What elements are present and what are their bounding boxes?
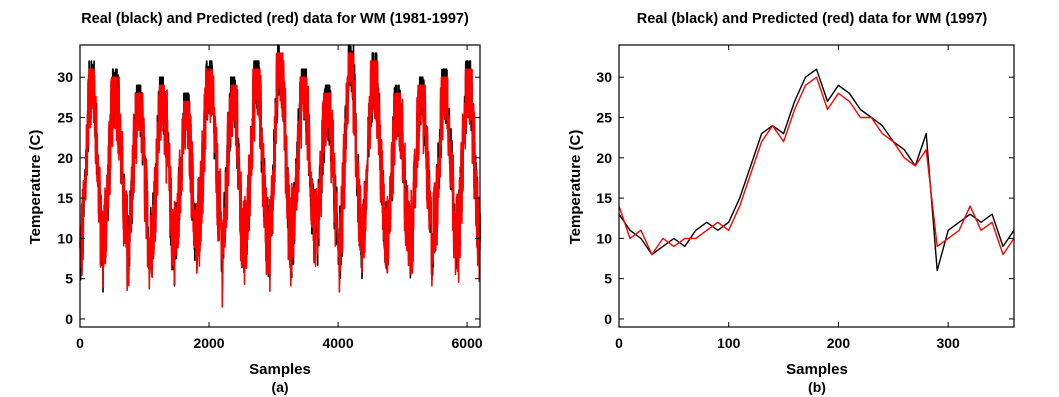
chart-title-a: Real (black) and Predicted (red) data fo…: [81, 11, 469, 27]
plot-frame: [79, 44, 481, 328]
x-axis-label-a: Samples: [249, 361, 311, 378]
y-tick-label: 25: [596, 110, 612, 126]
series-line-predicted: [79, 52, 482, 308]
x-tick-label: 300: [936, 335, 960, 351]
y-tick-label: 0: [604, 311, 612, 327]
series-line-real: [618, 68, 1015, 272]
chart-panel-a: Real (black) and Predicted (red) data fo…: [27, 11, 483, 395]
y-axis-label-a: Temperature (C): [27, 130, 44, 245]
y-tick-label: 0: [65, 311, 73, 327]
y-tick-label: 30: [596, 69, 612, 85]
x-tick-label: 2000: [193, 335, 224, 351]
y-axis-label-b: Temperature (C): [567, 130, 584, 245]
x-tick-label: 0: [76, 335, 84, 351]
plot-frame: [618, 44, 1015, 328]
y-tick-label: 10: [596, 230, 612, 246]
y-tick-label: 5: [604, 271, 612, 287]
x-axis-label-b: Samples: [786, 361, 848, 378]
panel-label-b: (b): [808, 379, 826, 395]
x-tick-label: 4000: [322, 335, 353, 351]
y-tick-label: 20: [57, 150, 73, 166]
y-tick-label: 30: [57, 69, 73, 85]
y-tick-label: 10: [57, 230, 73, 246]
x-tick-label: 6000: [452, 335, 483, 351]
y-tick-label: 25: [57, 110, 73, 126]
plot-area-a: 0 5 10 15 20 25 30 0 2000 4000 6000: [57, 44, 483, 351]
series-line-predicted: [618, 76, 1015, 256]
y-tick-label: 5: [65, 271, 73, 287]
y-tick-label: 15: [596, 190, 612, 206]
panel-label-a: (a): [271, 379, 288, 395]
chart-title-b: Real (black) and Predicted (red) data fo…: [637, 11, 988, 27]
y-tick-label: 20: [596, 150, 612, 166]
x-tick-label: 100: [717, 335, 741, 351]
y-tick-label: 15: [57, 190, 73, 206]
x-tick-label: 200: [827, 335, 851, 351]
chart-panel-b: Real (black) and Predicted (red) data fo…: [567, 11, 1015, 395]
x-tick-label: 0: [615, 335, 623, 351]
